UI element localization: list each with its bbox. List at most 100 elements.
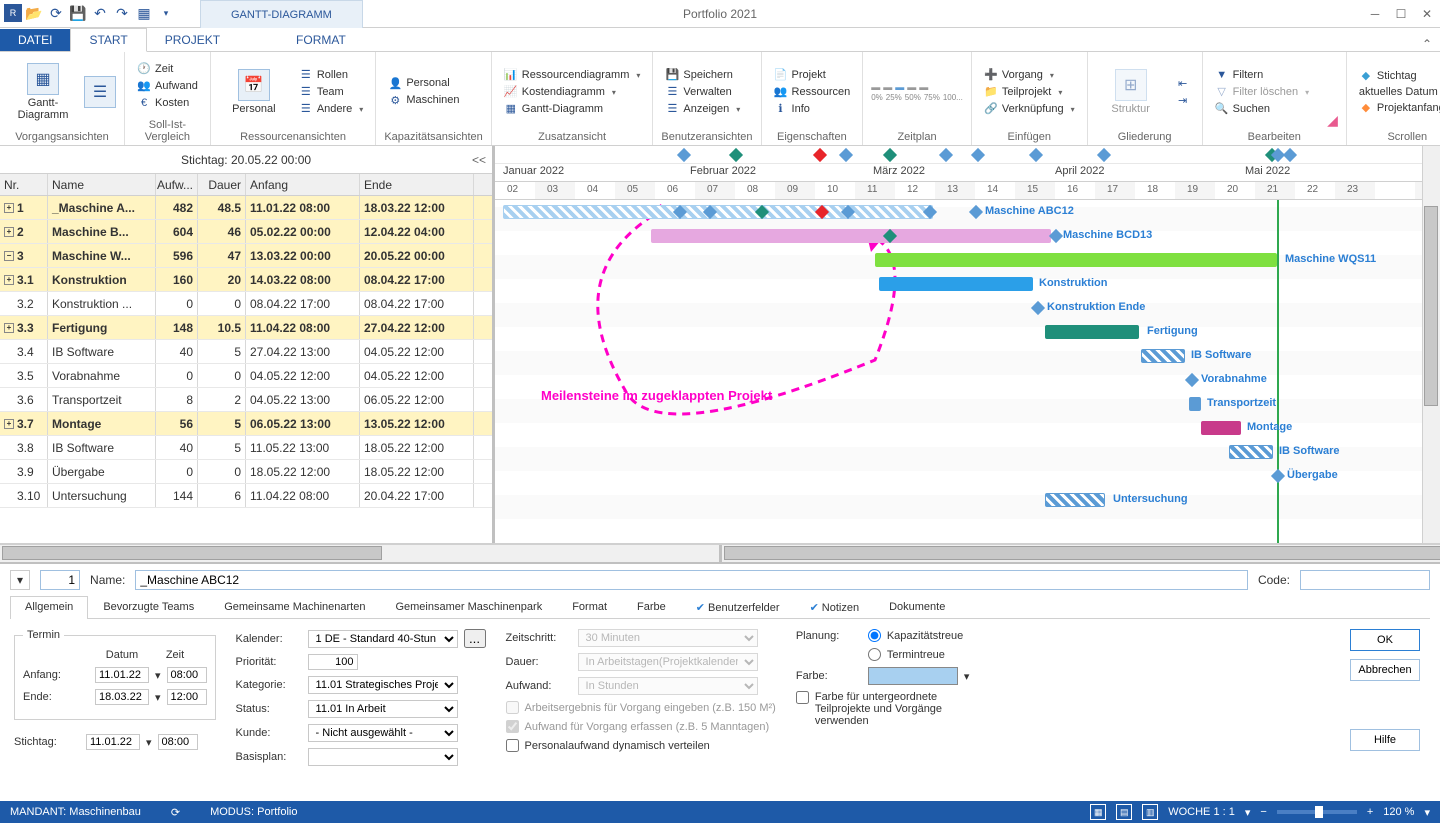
detail-tab[interactable]: Bevorzugte Teams xyxy=(88,596,209,618)
btn-personal[interactable]: 📅Personal xyxy=(219,54,289,129)
status-woche-drop[interactable]: ▾ xyxy=(1245,806,1251,819)
radio-kapazitaet[interactable] xyxy=(868,629,881,642)
gantt-bar[interactable] xyxy=(875,253,1277,267)
help-button[interactable]: Hilfe xyxy=(1350,729,1420,751)
close-icon[interactable]: ✕ xyxy=(1414,4,1440,24)
btn-filtern[interactable]: ▼Filtern xyxy=(1211,67,1313,83)
ende-time[interactable] xyxy=(167,689,207,705)
zoom-100[interactable]: ▬ xyxy=(919,82,928,92)
btn-indent-right[interactable]: ⇥ xyxy=(1172,92,1194,108)
th-ende[interactable]: Ende xyxy=(360,174,474,195)
kategorie-select[interactable]: 11.01 Strategisches Projekt xyxy=(308,676,458,694)
table-row[interactable]: 3.9Übergabe0018.05.22 12:0018.05.22 12:0… xyxy=(0,460,492,484)
cancel-button[interactable]: Abbrechen xyxy=(1350,659,1420,681)
btn-suchen[interactable]: 🔍Suchen xyxy=(1211,101,1313,117)
btn-vorgang[interactable]: ➕Vorgang xyxy=(980,67,1079,83)
detail-tab[interactable]: ✔Notizen xyxy=(795,596,875,618)
ribbon-collapse-icon[interactable]: ⌃ xyxy=(1422,37,1432,51)
refresh-icon[interactable]: ⟳ xyxy=(46,4,66,24)
expander-icon[interactable]: + xyxy=(4,323,14,333)
gantt-milestone[interactable] xyxy=(1185,373,1199,387)
cb-personalaufwand[interactable] xyxy=(506,739,519,752)
gantt-milestone[interactable] xyxy=(1271,469,1285,483)
status-view3-icon[interactable]: ▥ xyxy=(1142,804,1158,820)
hscroll-thumb-table[interactable] xyxy=(2,546,382,560)
table-row[interactable]: +3.7Montage56506.05.22 13:0013.05.22 12:… xyxy=(0,412,492,436)
table-row[interactable]: 3.4IB Software40527.04.22 13:0004.05.22 … xyxy=(0,340,492,364)
cb-farbe-untergeordnet[interactable] xyxy=(796,691,809,704)
gantt-bar[interactable] xyxy=(1229,445,1273,459)
btn-team[interactable]: ☰Team xyxy=(295,84,368,100)
btn-teilprojekt[interactable]: 📁Teilprojekt xyxy=(980,84,1079,100)
open-icon[interactable]: 📂 xyxy=(24,4,44,24)
btn-kostendiagramm[interactable]: 📈Kostendiagramm xyxy=(500,84,645,100)
ende-date[interactable] xyxy=(95,689,149,705)
tab-format[interactable]: FORMAT xyxy=(278,29,364,51)
btn-rollen[interactable]: ☰Rollen xyxy=(295,67,368,83)
btn-aktuelles-datum[interactable]: aktuelles Datum xyxy=(1355,85,1440,99)
vscrollbar[interactable] xyxy=(1422,146,1440,543)
zoom-0[interactable]: ▬ xyxy=(871,82,880,92)
btn-gantt-zusatz[interactable]: ▦Gantt-Diagramm xyxy=(500,101,645,117)
btn-anzeigen[interactable]: ☰Anzeigen xyxy=(661,101,744,117)
table-row[interactable]: +3.1Konstruktion1602014.03.22 08:0008.04… xyxy=(0,268,492,292)
expander-icon[interactable]: − xyxy=(4,251,14,261)
gantt-bar[interactable] xyxy=(503,205,933,219)
zoom-50[interactable]: ▬ xyxy=(895,82,904,92)
kalender-browse[interactable]: ... xyxy=(464,629,486,648)
gantt-bar[interactable] xyxy=(1045,493,1105,507)
table-row[interactable]: +2Maschine B...6044605.02.22 00:0012.04.… xyxy=(0,220,492,244)
btn-verwalten[interactable]: ☰Verwalten xyxy=(661,84,744,100)
btn-info[interactable]: ℹInfo xyxy=(770,101,855,117)
gantt-milestone[interactable] xyxy=(1031,301,1045,315)
qa-misc-icon[interactable]: ▦ xyxy=(134,4,154,24)
zoom-in-icon[interactable]: + xyxy=(1367,806,1373,818)
table-row[interactable]: 3.5Vorabnahme0004.05.22 12:0004.05.22 12… xyxy=(0,364,492,388)
collapse-detail-icon[interactable]: ▾ xyxy=(10,570,30,590)
th-anfang[interactable]: Anfang xyxy=(246,174,360,195)
minimize-icon[interactable]: ─ xyxy=(1362,4,1388,24)
eraser-icon[interactable]: ◢ xyxy=(1327,112,1338,129)
qa-dropdown-icon[interactable]: ▾ xyxy=(156,4,176,24)
gantt-bar[interactable] xyxy=(1045,325,1139,339)
tab-start[interactable]: START xyxy=(70,28,146,52)
btn-speichern[interactable]: 💾Speichern xyxy=(661,67,744,83)
expander-icon[interactable]: + xyxy=(4,227,14,237)
detail-tab[interactable]: Format xyxy=(557,596,622,618)
expander-icon[interactable]: + xyxy=(4,275,14,285)
context-tab[interactable]: GANTT-DIAGRAMM xyxy=(200,0,363,28)
btn-projekt-props[interactable]: 📄Projekt xyxy=(770,67,855,83)
btn-gantt-diagramm[interactable]: ▦Gantt-Diagramm xyxy=(8,54,78,129)
btn-zeit[interactable]: 🕐Zeit xyxy=(133,61,202,77)
vscroll-thumb[interactable] xyxy=(1424,206,1438,406)
radio-termin[interactable] xyxy=(868,648,881,661)
table-row[interactable]: 3.8IB Software40511.05.22 13:0018.05.22 … xyxy=(0,436,492,460)
stichtag-time[interactable] xyxy=(158,734,198,750)
stichtag-date[interactable] xyxy=(86,734,140,750)
gantt-bar[interactable] xyxy=(1201,421,1241,435)
zoom-slider[interactable] xyxy=(1277,810,1357,814)
detail-tab[interactable]: Gemeinsamer Maschinenpark xyxy=(380,596,557,618)
anfang-date[interactable] xyxy=(95,667,149,683)
farbe-swatch[interactable] xyxy=(868,667,958,685)
tab-datei[interactable]: DATEI xyxy=(0,29,70,51)
zoom-25[interactable]: ▬ xyxy=(883,82,892,92)
save-icon[interactable]: 💾 xyxy=(68,4,88,24)
btn-kap-maschinen[interactable]: ⚙Maschinen xyxy=(384,92,463,108)
kunde-select[interactable]: - Nicht ausgewählt - xyxy=(308,724,458,742)
hscroll-thumb-gantt[interactable] xyxy=(724,546,1440,560)
tab-projekt[interactable]: PROJEKT xyxy=(147,29,238,51)
status-view1-icon[interactable]: ▦ xyxy=(1090,804,1106,820)
detail-id-field[interactable] xyxy=(40,570,80,590)
redo-icon[interactable]: ↷ xyxy=(112,4,132,24)
th-nr[interactable]: Nr. xyxy=(0,174,48,195)
anfang-time[interactable] xyxy=(167,667,207,683)
table-row[interactable]: 3.6Transportzeit8204.05.22 13:0006.05.22… xyxy=(0,388,492,412)
zoom-out-icon[interactable]: − xyxy=(1260,806,1266,818)
prio-field[interactable] xyxy=(308,654,358,670)
expander-icon[interactable]: + xyxy=(4,203,14,213)
table-row[interactable]: +3.3Fertigung14810.511.04.22 08:0027.04.… xyxy=(0,316,492,340)
btn-ressourcen-props[interactable]: 👥Ressourcen xyxy=(770,84,855,100)
gantt-bar[interactable] xyxy=(879,277,1033,291)
btn-stichtag[interactable]: ◆Stichtag xyxy=(1355,68,1440,84)
